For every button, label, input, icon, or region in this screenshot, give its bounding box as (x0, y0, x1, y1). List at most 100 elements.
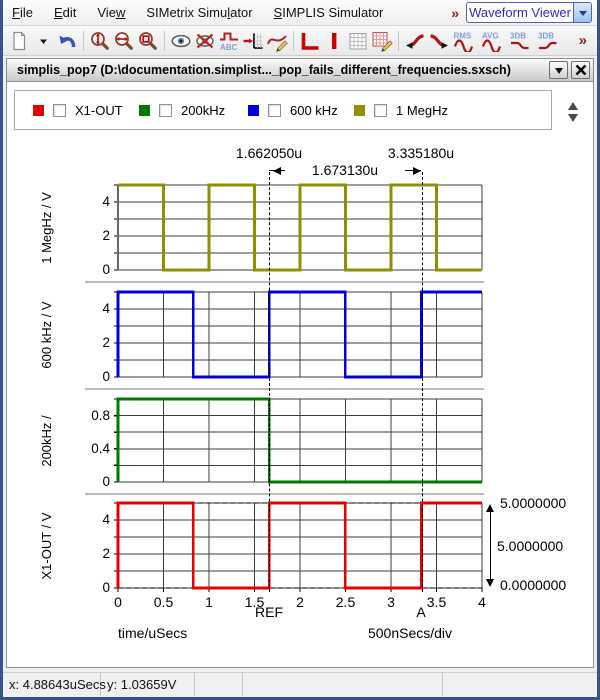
arrow-left-icon (269, 167, 281, 175)
legend-checkbox-200khz[interactable] (159, 104, 172, 117)
legend-scrollbar (561, 90, 587, 130)
y-tick-label: 4 (102, 194, 110, 209)
menu-overflow-chevron[interactable]: » (451, 4, 459, 21)
ref-cursor-label: REF (255, 604, 283, 620)
graph-window-titlebar[interactable]: simplis_pop7 (D:\documentation.simplist.… (6, 58, 594, 82)
svg-text:3DB: 3DB (510, 31, 526, 40)
rms-icon[interactable]: RMS (452, 29, 478, 53)
legend-checkbox-x1-out[interactable] (53, 104, 66, 117)
y-tick-label: 2 (102, 228, 110, 243)
menu-simetrix-simulator[interactable]: SIMetrix Simulator (146, 5, 253, 20)
new-document-icon[interactable] (8, 29, 30, 53)
y-axis-title-x1out: X1-OUT / V (39, 512, 54, 579)
window-frame-bottom (0, 697, 600, 700)
legend-checkbox-600-khz[interactable] (268, 104, 281, 117)
menu-file[interactable]: File (12, 5, 33, 20)
edit-curve-icon[interactable] (266, 29, 288, 53)
y-tick-label: 0.8 (91, 407, 110, 423)
plot-x1out[interactable] (112, 500, 488, 596)
toolbar-overflow-chevron[interactable]: » (578, 32, 587, 49)
waveform-meg1 (118, 183, 482, 272)
toolbar-separator (293, 30, 294, 51)
menu-edit[interactable]: Edit (53, 5, 77, 20)
window-menu-button[interactable] (549, 61, 568, 79)
x-tick-label: 2.5 (335, 594, 356, 610)
x-tick-label: 3 (387, 594, 395, 610)
plot-separator (85, 493, 484, 495)
svg-text:RMS: RMS (454, 31, 472, 40)
plot-k600[interactable] (112, 289, 488, 380)
ref-cursor-line[interactable] (269, 172, 271, 592)
y-tick-label: 0 (102, 369, 110, 384)
ref-cursor-time: 1.662050u (235, 145, 303, 161)
svg-text:3DB: 3DB (538, 31, 554, 40)
y-cursor-top-value: 5.0000000 (500, 495, 567, 511)
x-tick-label: 1 (205, 594, 213, 610)
status-cell (243, 673, 443, 696)
y-tick-label: 0 (102, 262, 110, 277)
new-grid-icon[interactable] (323, 29, 345, 53)
y-tick-label: 0 (102, 474, 110, 489)
zoom-box-icon[interactable] (137, 29, 159, 53)
close-icon (575, 64, 586, 76)
legend-scroll-up-icon[interactable] (568, 97, 578, 110)
plot-k200[interactable] (112, 396, 488, 485)
chevron-down-icon[interactable] (573, 3, 591, 22)
a-cursor-line[interactable] (421, 172, 423, 592)
plot-meg1[interactable] (112, 182, 488, 273)
arrow-up-icon (486, 500, 494, 512)
toolbar-separator (164, 30, 165, 51)
legend-scroll-down-icon[interactable] (568, 114, 578, 127)
zoom-y-icon[interactable] (89, 29, 111, 53)
y-cursor-delta-value: 5.0000000 (497, 538, 564, 554)
show-curve-icon[interactable] (170, 29, 192, 53)
undo-icon[interactable] (56, 29, 78, 53)
prev-curve-icon[interactable] (428, 29, 450, 53)
legend-label: 200kHz (181, 103, 226, 118)
status-bar: x: 4.88643uSecs y: 1.03659V (3, 672, 597, 696)
legend-swatch-1-meghz (354, 105, 365, 116)
toolbar: ABC RMS AVG 3DB 3DB » (3, 26, 597, 56)
mode-selector-value: Waveform Viewer (469, 5, 571, 20)
arrow-down-icon (486, 579, 494, 591)
x-tick-label: 4 (478, 594, 486, 610)
mode-selector-combo[interactable]: Waveform Viewer (466, 2, 592, 23)
y-tick-label: 0 (102, 580, 110, 595)
a-cursor-time: 3.335180u (387, 145, 455, 161)
x-tick-label: 2 (296, 594, 304, 610)
status-cell (195, 673, 243, 696)
y-tick-label: 4 (102, 512, 110, 527)
menu-simplis-simulator[interactable]: SIMPLIS Simulator (273, 5, 384, 20)
arrow-right-icon (413, 167, 425, 175)
edit-grid-icon[interactable] (371, 29, 393, 53)
dropdown-icon[interactable] (32, 29, 54, 53)
graph-window-title: simplis_pop7 (D:\documentation.simplist.… (17, 63, 511, 77)
y-tick-label: 4 (102, 301, 110, 316)
legend-label: 1 MegHz (396, 103, 449, 118)
new-axis-icon[interactable] (242, 29, 264, 53)
new-graph-icon[interactable] (299, 29, 321, 53)
grid-icon[interactable] (347, 29, 369, 53)
legend-panel: X1-OUT 200kHz 600 kHz 1 MegHz (14, 90, 552, 130)
x-tick-label: 1.5 (244, 594, 265, 610)
y-axis-title-k200: 200kHz / (39, 414, 54, 467)
db3-lowpass-icon[interactable]: 3DB (508, 29, 534, 53)
db3-highpass-icon[interactable]: 3DB (536, 29, 562, 53)
zoom-x-icon[interactable] (113, 29, 135, 53)
avg-icon[interactable]: AVG (480, 29, 506, 53)
menu-bar: File Edit View SIMetrix Simulator SIMPLI… (3, 0, 597, 26)
y-tick-label: 2 (102, 546, 110, 561)
window-frame-left (0, 0, 3, 700)
close-button[interactable] (571, 61, 590, 79)
label-curve-icon[interactable]: ABC (218, 29, 240, 53)
menu-view[interactable]: View (97, 5, 126, 20)
status-y-readout: y: 1.03659V (101, 673, 195, 696)
chevron-down-icon (554, 67, 563, 78)
legend-checkbox-1-meghz[interactable] (374, 104, 387, 117)
next-curve-icon[interactable] (404, 29, 426, 53)
y-axis-title-k600: 600 kHz / V (39, 300, 54, 369)
legend-swatch-200khz (139, 105, 150, 116)
y-axis-title-meg1: 1 MegHz / V (39, 191, 54, 264)
hide-curve-icon[interactable] (194, 29, 216, 53)
